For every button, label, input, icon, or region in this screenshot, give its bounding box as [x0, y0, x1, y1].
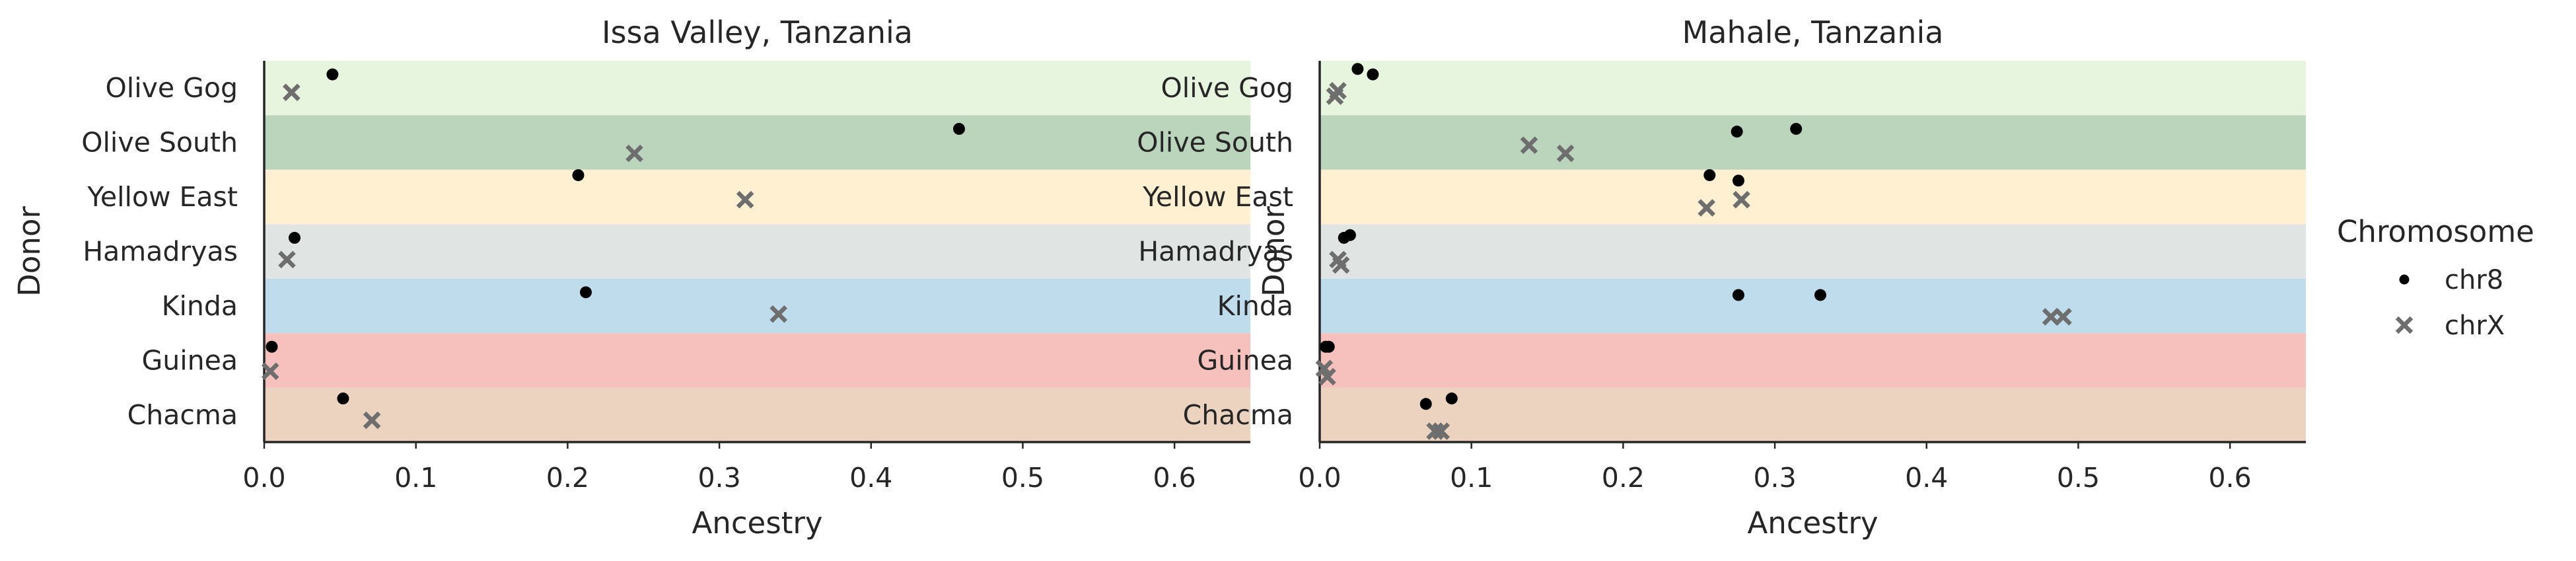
donor-band-hamadryas: [264, 224, 1250, 279]
data-point-chrX: [2054, 308, 2072, 326]
data-point-chr8: [1790, 123, 1803, 135]
data-point-chrX: [1329, 82, 1347, 100]
data-point-chrX: [769, 305, 787, 323]
data-point-chr8: [572, 169, 585, 182]
x-axis-label: Ancestry: [692, 505, 823, 541]
legend: Chromosome chr8 chrX: [2337, 214, 2534, 341]
data-point-chrX: [261, 362, 279, 381]
y-tick-label: Hamadryas: [83, 236, 238, 268]
x-tick-label: 0.3: [698, 462, 740, 494]
x-tick-label: 0.3: [1753, 462, 1796, 494]
data-point-chrX: [1426, 422, 1444, 440]
data-point-chr8: [1351, 63, 1364, 75]
donor-band-chacma: [1320, 387, 2306, 442]
donor-band-kinda: [264, 278, 1250, 334]
x-tick-label: 0.6: [2209, 462, 2252, 494]
x-tick-label: 0.4: [849, 462, 892, 494]
legend-title: Chromosome: [2337, 214, 2534, 249]
legend-marker-chrX: [2395, 316, 2414, 334]
y-tick-label: Chacma: [1183, 399, 1293, 431]
data-point-chr8: [1703, 169, 1716, 182]
data-point-chrX: [1432, 422, 1450, 440]
data-point-chrX: [283, 83, 301, 102]
donor-band-yellow-east: [264, 169, 1250, 225]
chart-title: Mahale, Tanzania: [1682, 15, 1944, 50]
donor-band-guinea: [264, 333, 1250, 388]
donor-band-yellow-east: [1320, 169, 2306, 225]
donor-band-chacma: [264, 387, 1250, 442]
data-point-chr8: [1343, 229, 1356, 241]
y-tick-label: Chacma: [127, 399, 238, 431]
data-point-chrX: [1698, 199, 1716, 217]
data-point-chr8: [1732, 174, 1744, 187]
x-tick-label: 0.5: [2057, 462, 2100, 494]
data-point-chr8: [1367, 68, 1379, 81]
x-tick-label: 0.2: [1602, 462, 1645, 494]
data-point-chrX: [736, 190, 754, 209]
y-tick-label: Olive South: [1137, 127, 1293, 159]
donor-band-kinda: [1320, 278, 2306, 334]
donor-band-olive-south: [1320, 115, 2306, 170]
panel-mahale: 0.0 0.1 0.2 0.3 0.4 0.5 0.6 Olive Gog Olive Sout…: [1137, 15, 2306, 541]
x-tick-label: 0.1: [1450, 462, 1493, 494]
data-point-chrX: [1556, 144, 1575, 163]
donor-band-guinea: [1320, 333, 2306, 388]
y-tick-label: Kinda: [1217, 290, 1293, 322]
x-axis-label: Ancestry: [1748, 505, 1878, 541]
donor-band-hamadryas: [1320, 224, 2306, 279]
x-tick-label: 0.5: [1001, 462, 1044, 494]
data-point-chr8: [1445, 393, 1458, 405]
y-tick-label: Hamadryas: [1138, 236, 1293, 268]
data-point-chrX: [626, 144, 643, 163]
chart-title: Issa Valley, Tanzania: [602, 15, 913, 50]
donor-band-olive-gog: [1320, 61, 2306, 116]
legend-label-chrX: chrX: [2445, 311, 2505, 341]
data-point-chr8: [952, 123, 965, 135]
data-point-chr8: [1814, 289, 1826, 301]
y-axis-label: Donor: [1256, 206, 1291, 297]
y-tick-label: Olive South: [81, 127, 238, 159]
legend-marker-chr8: [2399, 274, 2410, 285]
x-tick-label: 0.2: [546, 462, 589, 494]
legend-label-chr8: chr8: [2445, 265, 2503, 295]
y-tick-label: Guinea: [142, 344, 238, 376]
panel-issa-valley: 0.0 0.1 0.2 0.3 0.4 0.5 0.6 Olive Gog Olive Sout…: [12, 15, 1250, 541]
y-tick-label: Yellow East: [1142, 181, 1293, 213]
data-point-chr8: [288, 231, 301, 244]
x-tick-label: 0.6: [1153, 462, 1196, 494]
data-point-chrX: [1318, 367, 1336, 386]
y-tick-label: Olive Gog: [1161, 72, 1293, 104]
x-tick-label: 0.0: [242, 462, 285, 494]
data-point-chrX: [1332, 256, 1350, 274]
y-tick-label: Kinda: [162, 290, 238, 322]
data-point-chr8: [1731, 126, 1743, 138]
donor-band-olive-south: [264, 115, 1250, 170]
data-point-chrX: [1733, 190, 1750, 209]
y-tick-label: Yellow East: [87, 181, 238, 213]
data-point-chr8: [337, 393, 349, 405]
x-tick-label: 0.4: [1905, 462, 1948, 494]
x-tick-label: 0.1: [394, 462, 437, 494]
donor-band-olive-gog: [264, 61, 1250, 116]
data-point-chr8: [326, 68, 339, 81]
y-tick-label: Olive Gog: [106, 72, 238, 104]
data-point-chr8: [579, 286, 592, 299]
data-point-chrX: [278, 250, 296, 269]
data-point-chrX: [363, 411, 381, 430]
y-axis-label: Donor: [12, 206, 47, 297]
data-point-chr8: [266, 340, 278, 353]
y-tick-label: Guinea: [1198, 344, 1293, 376]
data-point-chrX: [1520, 136, 1538, 155]
data-point-chr8: [1419, 398, 1432, 410]
x-tick-label: 0.0: [1298, 462, 1341, 494]
data-point-chr8: [1732, 289, 1744, 301]
data-point-chr8: [1322, 340, 1335, 353]
